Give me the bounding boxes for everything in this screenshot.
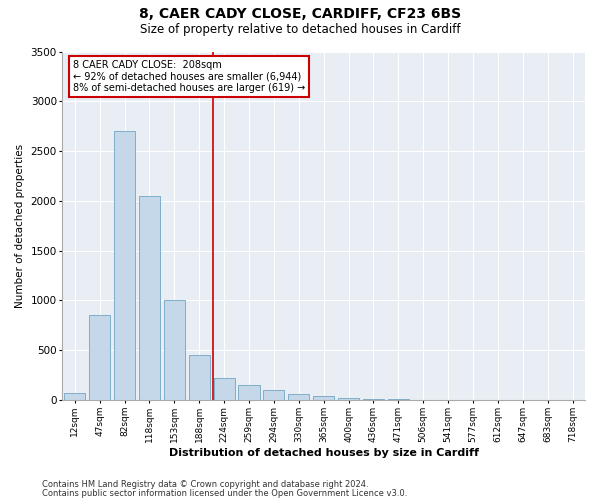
X-axis label: Distribution of detached houses by size in Cardiff: Distribution of detached houses by size … [169,448,479,458]
Bar [64,392,85,400]
Text: Size of property relative to detached houses in Cardiff: Size of property relative to detached ho… [140,22,460,36]
Bar [388,399,409,400]
Bar [313,396,334,400]
Bar [214,378,235,400]
Text: Contains HM Land Registry data © Crown copyright and database right 2024.: Contains HM Land Registry data © Crown c… [42,480,368,489]
Bar [238,385,260,400]
Bar [288,394,310,400]
Bar [263,390,284,400]
Bar [139,196,160,400]
Text: Contains public sector information licensed under the Open Government Licence v3: Contains public sector information licen… [42,488,407,498]
Bar [338,398,359,400]
Bar [188,355,210,400]
Text: 8 CAER CADY CLOSE:  208sqm
← 92% of detached houses are smaller (6,944)
8% of se: 8 CAER CADY CLOSE: 208sqm ← 92% of detac… [73,60,305,94]
Bar [89,316,110,400]
Bar [164,300,185,400]
Y-axis label: Number of detached properties: Number of detached properties [15,144,25,308]
Bar [114,131,135,400]
Text: 8, CAER CADY CLOSE, CARDIFF, CF23 6BS: 8, CAER CADY CLOSE, CARDIFF, CF23 6BS [139,8,461,22]
Bar [363,398,384,400]
